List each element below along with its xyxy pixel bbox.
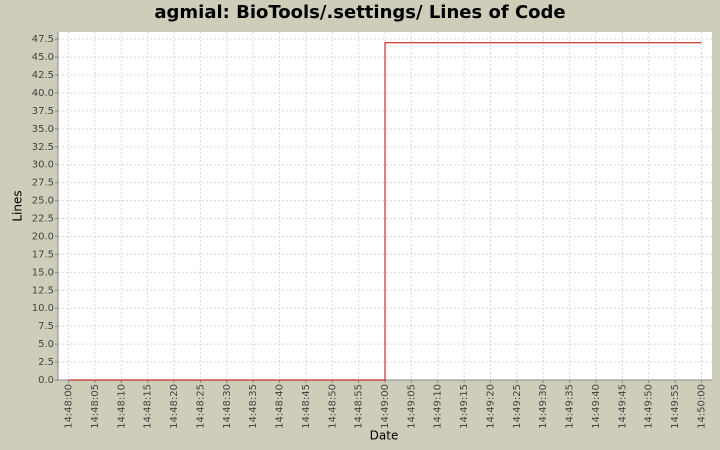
x-tick-label: 14:50:00 xyxy=(696,384,707,429)
x-tick-label: 14:48:25 xyxy=(195,384,206,429)
y-tick-label: 37.5 xyxy=(32,106,54,117)
y-tick-label: 27.5 xyxy=(32,178,54,189)
x-tick-label: 14:48:55 xyxy=(354,384,365,429)
x-tick-label: 14:49:20 xyxy=(485,384,496,429)
y-tick-label: 15.0 xyxy=(32,267,54,278)
y-tick-label: 0.0 xyxy=(38,375,54,386)
x-tick-label: 14:49:00 xyxy=(380,384,391,429)
x-tick-label: 14:48:15 xyxy=(143,384,154,429)
x-tick-label: 14:49:15 xyxy=(459,384,470,429)
y-tick-label: 17.5 xyxy=(32,249,54,260)
y-tick-label: 32.5 xyxy=(32,142,54,153)
chart-title: agmial: BioTools/.settings/ Lines of Cod… xyxy=(154,2,565,23)
line xyxy=(68,42,702,381)
y-tick-label: 42.5 xyxy=(32,70,54,81)
y-tick-label: 25.0 xyxy=(32,196,54,207)
x-tick-label: 14:48:05 xyxy=(90,384,101,429)
y-tick-label: 45.0 xyxy=(32,52,54,63)
y-tick-label: 10.0 xyxy=(32,303,54,314)
x-tick-label: 14:48:10 xyxy=(116,384,127,429)
x-tick-label: 14:48:50 xyxy=(327,384,338,429)
y-tick-label: 30.0 xyxy=(32,160,54,171)
x-tick-label: 14:49:05 xyxy=(406,384,417,429)
x-tick-label: 14:49:10 xyxy=(433,384,444,429)
x-tick-label: 14:49:55 xyxy=(670,384,681,429)
y-tick-label: 47.5 xyxy=(32,34,54,45)
x-tick-label: 14:49:40 xyxy=(591,384,602,429)
y-axis-label: Lines xyxy=(11,190,25,221)
y-tick-label: 5.0 xyxy=(38,339,54,350)
x-tick-label: 14:48:30 xyxy=(222,384,233,429)
x-tick-label: 14:49:45 xyxy=(617,384,628,429)
y-tick-label: 40.0 xyxy=(32,88,54,99)
x-axis-label: Date xyxy=(370,429,399,443)
y-tick-label: 2.5 xyxy=(38,357,54,368)
x-tick-label: 14:48:00 xyxy=(64,384,75,429)
y-tick-label: 20.0 xyxy=(32,231,54,242)
y-tick-label: 7.5 xyxy=(38,321,54,332)
x-tick-label: 14:49:50 xyxy=(644,384,655,429)
y-tick-label: 35.0 xyxy=(32,124,54,135)
x-tick-label: 14:48:20 xyxy=(169,384,180,429)
y-tick-label: 22.5 xyxy=(32,214,54,225)
y-tick-label: 12.5 xyxy=(32,285,54,296)
x-tick-label: 14:48:45 xyxy=(301,384,312,429)
x-tick-label: 14:49:35 xyxy=(565,384,576,429)
x-tick-label: 14:48:40 xyxy=(275,384,286,429)
x-tick-label: 14:49:25 xyxy=(512,384,523,429)
x-tick-label: 14:49:30 xyxy=(538,384,549,429)
x-tick-label: 14:48:35 xyxy=(248,384,259,429)
